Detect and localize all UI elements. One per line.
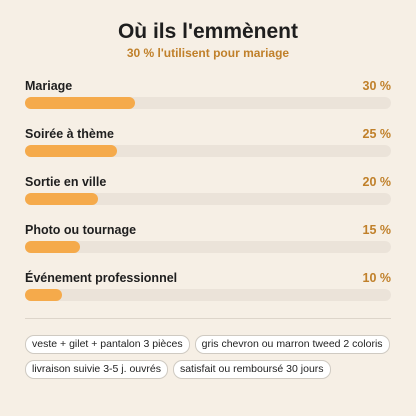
category-label: Mariage bbox=[25, 79, 73, 93]
category-label: Soirée à thème bbox=[25, 127, 114, 141]
divider bbox=[25, 318, 391, 319]
bar bbox=[25, 193, 99, 205]
value-label: 30 % bbox=[362, 79, 392, 93]
tag: satisfait ou remboursé 30 jours bbox=[172, 360, 331, 379]
category-label: Photo ou tournage bbox=[25, 223, 137, 237]
bar bbox=[25, 241, 80, 253]
bar bbox=[25, 145, 117, 157]
tag-list: veste + gilet + pantalon 3 pièces gris ch… bbox=[25, 335, 395, 379]
bar-track bbox=[25, 289, 391, 301]
bar bbox=[25, 97, 135, 109]
category-label: Événement professionnel bbox=[25, 271, 178, 285]
bar-track bbox=[25, 193, 391, 205]
value-label: 25 % bbox=[362, 127, 392, 141]
value-label: 10 % bbox=[362, 271, 392, 285]
value-label: 15 % bbox=[362, 223, 392, 237]
tag: veste + gilet + pantalon 3 pièces bbox=[25, 335, 190, 354]
bar-track bbox=[25, 241, 391, 253]
bar-track bbox=[25, 145, 391, 157]
category-label: Sortie en ville bbox=[25, 175, 107, 189]
tag: livraison suivie 3-5 j. ouvrés bbox=[25, 360, 168, 379]
chart-subtitle: 30 % l'utilisent pour mariage bbox=[126, 46, 290, 60]
tag: gris chevron ou marron tweed 2 coloris bbox=[194, 335, 390, 354]
value-label: 20 % bbox=[362, 175, 392, 189]
bar bbox=[25, 289, 62, 301]
chart-title: Où ils l'emmènent bbox=[117, 20, 299, 43]
